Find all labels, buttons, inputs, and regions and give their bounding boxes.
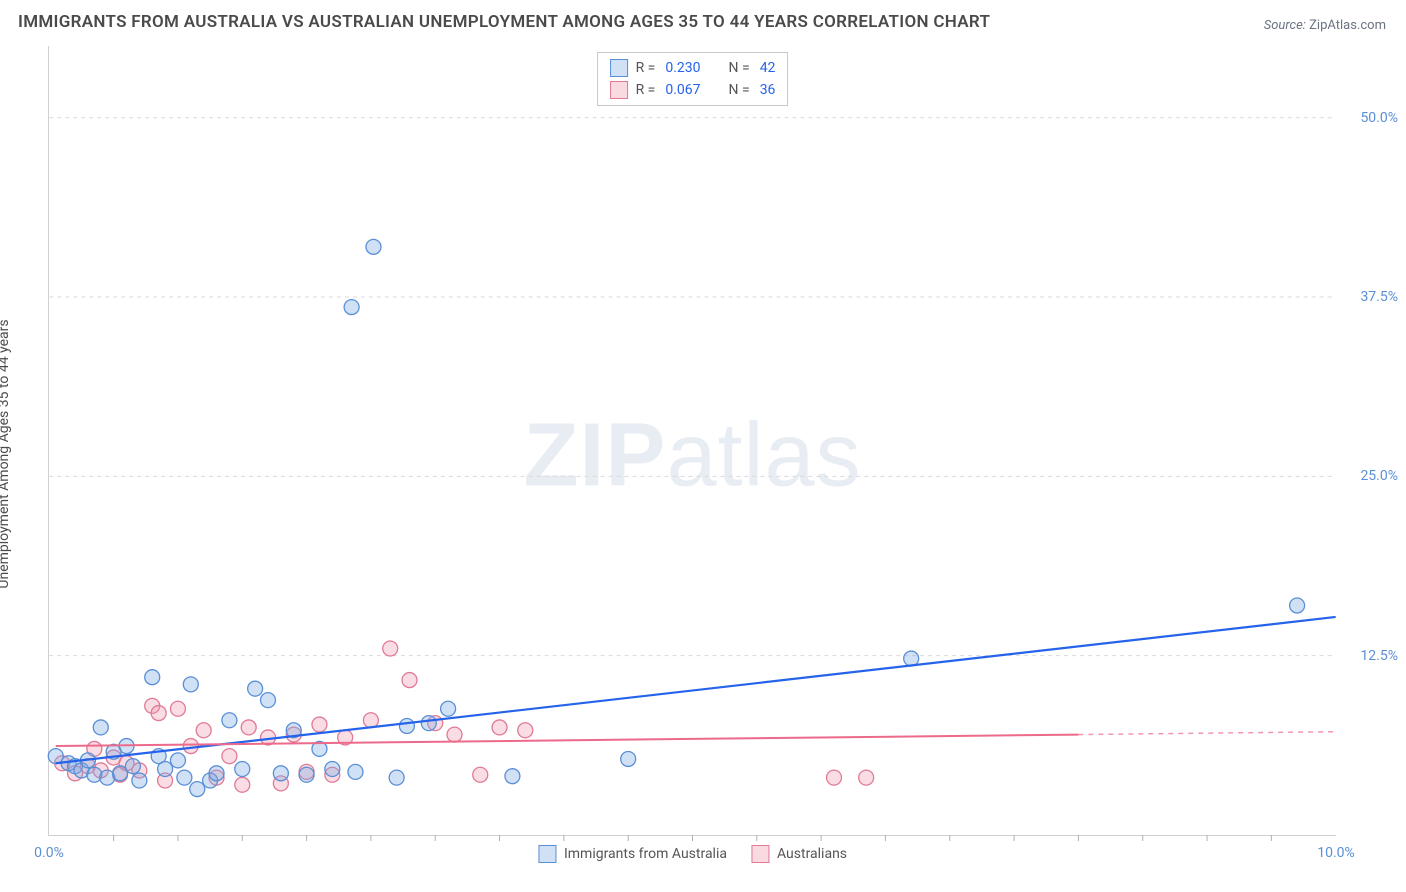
swatch-blue-icon [538, 845, 556, 863]
source-label: Source: [1264, 18, 1306, 33]
n-value-pink: 36 [760, 82, 776, 98]
legend-series: Immigrants from Australia Australians [538, 845, 847, 863]
legend-stats-row-blue: R = 0.230 N = 42 [610, 57, 776, 79]
scatter-chart: ZIPatlas R = 0.230 N = 42 R = 0.067 N = … [48, 46, 1336, 836]
swatch-blue-icon [610, 59, 628, 77]
y-tick-label: 25.0% [1360, 468, 1398, 484]
source-value: ZipAtlas.com [1309, 18, 1386, 33]
legend-item-blue: Immigrants from Australia [538, 845, 727, 863]
legend-label-pink: Australians [777, 846, 847, 862]
swatch-pink-icon [610, 81, 628, 99]
chart-title: IMMIGRANTS FROM AUSTRALIA VS AUSTRALIAN … [18, 12, 990, 32]
x-tick-label: 0.0% [34, 845, 64, 861]
r-label: R = [636, 60, 656, 76]
y-tick-label: 50.0% [1360, 110, 1398, 126]
legend-stats: R = 0.230 N = 42 R = 0.067 N = 36 [597, 52, 789, 106]
x-tick-label: 10.0% [1317, 845, 1355, 861]
source-attribution: Source: ZipAtlas.com [1264, 18, 1386, 33]
n-label: N = [729, 82, 750, 98]
n-label: N = [729, 60, 750, 76]
legend-item-pink: Australians [751, 845, 847, 863]
y-tick-label: 37.5% [1360, 289, 1398, 305]
r-label: R = [636, 82, 656, 98]
chart-svg [49, 46, 1336, 835]
swatch-pink-icon [751, 845, 769, 863]
y-tick-label: 12.5% [1360, 648, 1398, 664]
legend-label-blue: Immigrants from Australia [564, 846, 727, 862]
r-value-pink: 0.067 [665, 82, 700, 98]
r-value-blue: 0.230 [665, 60, 700, 76]
y-axis-label: Unemployment Among Ages 35 to 44 years [0, 319, 12, 588]
n-value-blue: 42 [760, 60, 776, 76]
legend-stats-row-pink: R = 0.067 N = 36 [610, 79, 776, 101]
